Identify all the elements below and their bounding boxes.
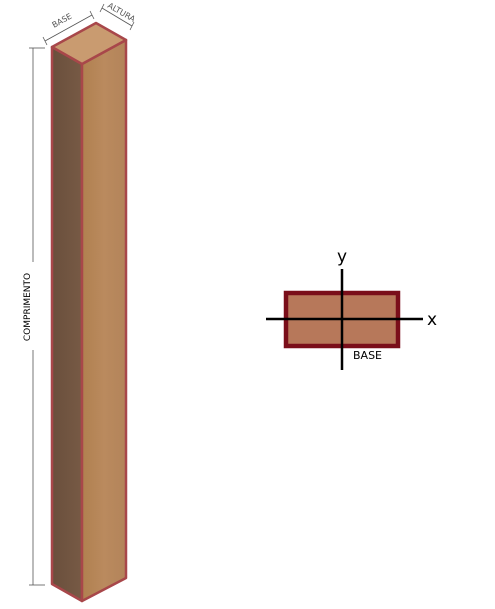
altura-dimension: ALTURA [99, 1, 137, 31]
beam-side-face [50, 45, 84, 603]
comprimento-dimension-label: COMPRIMENTO [23, 273, 33, 341]
comprimento-dimension: COMPRIMENTO [20, 47, 45, 586]
x-axis-label: x [427, 310, 437, 330]
y-axis-label: y [337, 247, 347, 267]
section-base-label: BASE [353, 349, 382, 362]
beam-top-face [50, 21, 128, 66]
beam-3d [50, 21, 128, 603]
cross-section: y x BASE [266, 247, 437, 370]
altura-dimension-label: ALTURA [106, 1, 137, 24]
beam-front-face [80, 38, 128, 603]
